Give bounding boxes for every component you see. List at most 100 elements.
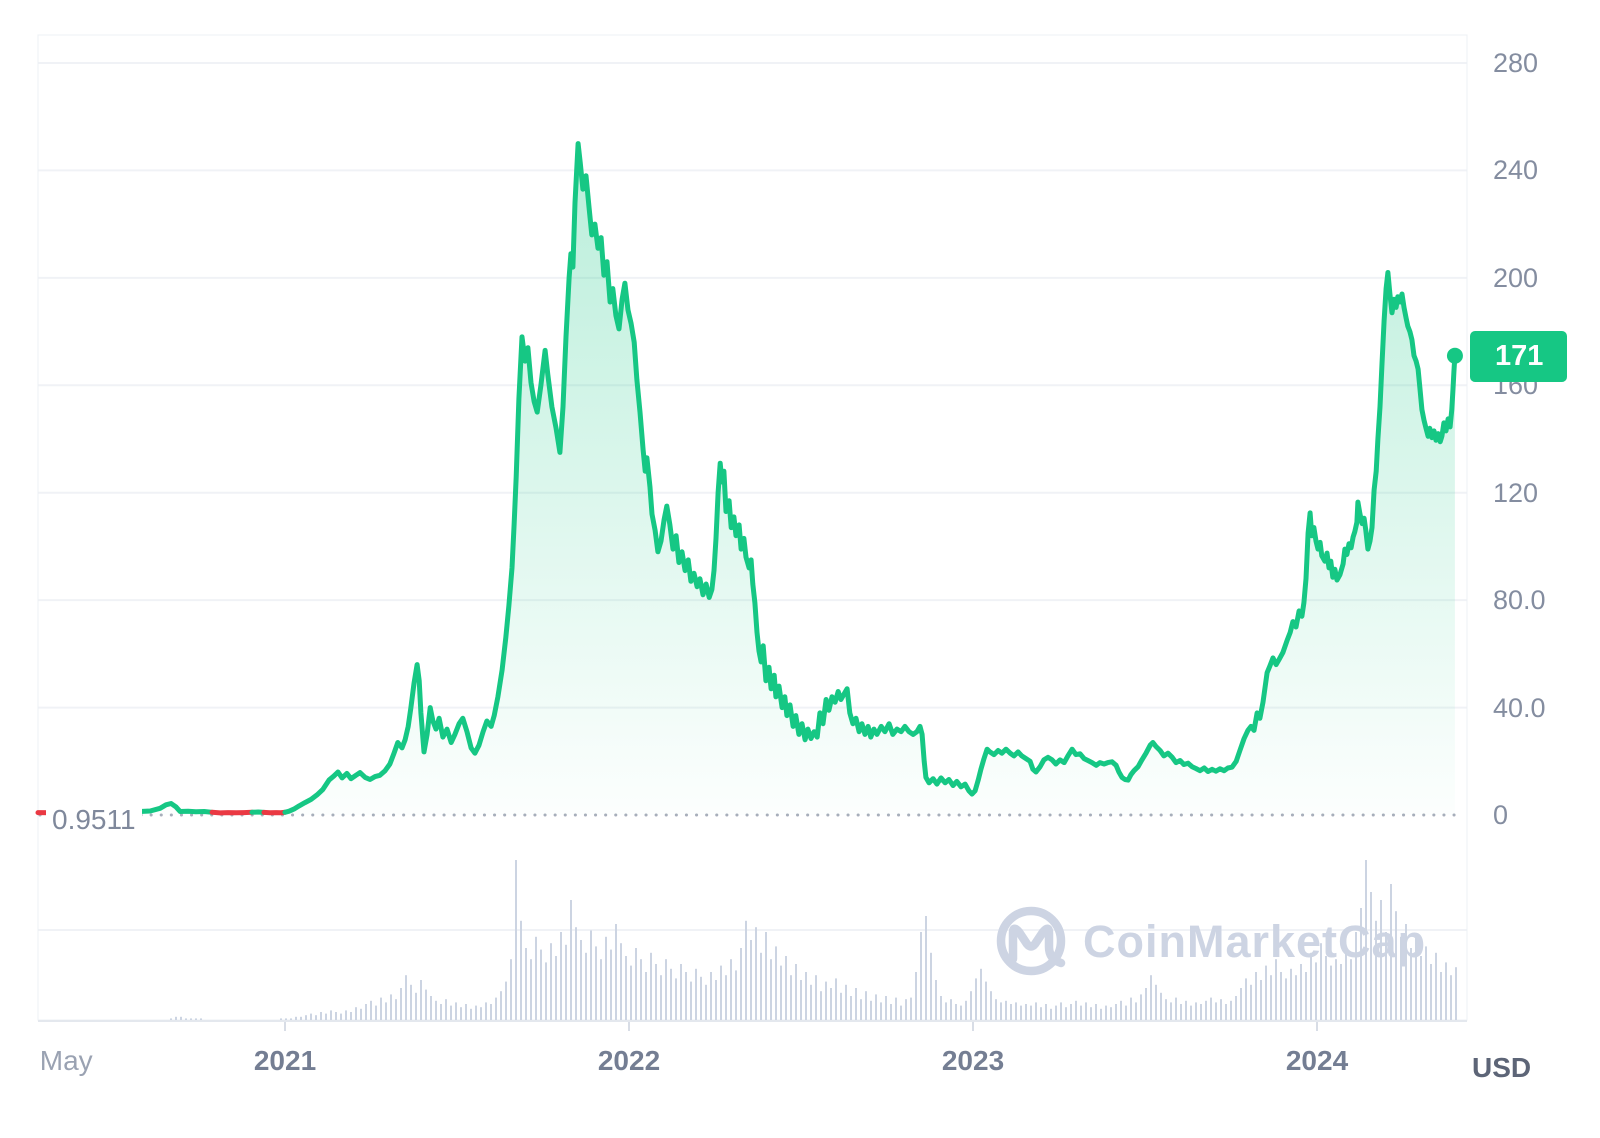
volume-bar (525, 948, 527, 1020)
volume-bar (180, 1016, 182, 1020)
volume-bar (325, 1013, 327, 1020)
volume-bar (790, 975, 792, 1020)
volume-bar (570, 900, 572, 1020)
volume-bar (1005, 1000, 1007, 1020)
volume-bar (535, 936, 537, 1020)
volume-bar (935, 980, 937, 1020)
volume-bar (805, 972, 807, 1020)
volume-bar (965, 1000, 967, 1020)
volume-bar (1230, 1000, 1232, 1020)
volume-bar (885, 996, 887, 1020)
volume-bar (710, 972, 712, 1020)
volume-bar (1400, 936, 1402, 1020)
volume-bar (515, 860, 517, 1020)
volume-bar (330, 1010, 332, 1020)
volume-bar (815, 975, 817, 1020)
volume-bar (1420, 956, 1422, 1020)
current-price-dot (1446, 347, 1463, 364)
volume-bar (1250, 984, 1252, 1020)
volume-bar (430, 996, 432, 1020)
x-tick-label: 2021 (253, 1045, 317, 1076)
volume-bar (1200, 1004, 1202, 1020)
volume-bar (1080, 1005, 1082, 1020)
volume-bar (340, 1013, 342, 1020)
volume-bar (975, 978, 977, 1020)
volume-bar (1210, 997, 1212, 1020)
volume-bar (1000, 1002, 1002, 1020)
volume-bar (280, 1018, 282, 1020)
volume-bar (1180, 1004, 1182, 1020)
volume-bar (730, 959, 732, 1020)
volume-bar (1445, 962, 1447, 1020)
volume-bar (810, 984, 812, 1020)
volume-bar (895, 997, 897, 1020)
volume-bar (495, 997, 497, 1020)
volume-bar (910, 997, 912, 1020)
volume-bar (440, 1004, 442, 1020)
volume-bar (830, 988, 832, 1020)
volume-bar (1365, 860, 1367, 1020)
volume-bar (1070, 1004, 1072, 1020)
volume-bar (785, 956, 787, 1020)
volume-bar (1170, 1002, 1172, 1020)
volume-bar (890, 1004, 892, 1020)
volume-bar (1370, 892, 1372, 1020)
volume-bar (755, 927, 757, 1020)
volume-bar (565, 944, 567, 1020)
x-tick-label: 2022 (597, 1045, 661, 1076)
volume-bar (1085, 1002, 1087, 1020)
volume-bar (835, 978, 837, 1020)
volume-bar (690, 981, 692, 1020)
volume-bar (585, 952, 587, 1020)
volume-bar (1160, 992, 1162, 1020)
volume-bar (950, 999, 952, 1020)
volume-bar (1065, 1007, 1067, 1020)
volume-bar (170, 1018, 172, 1020)
volume-bar (720, 965, 722, 1020)
volume-bar (1290, 968, 1292, 1020)
volume-bar (850, 996, 852, 1020)
volume-bar (615, 924, 617, 1020)
volume-bar (1030, 1005, 1032, 1020)
volume-bar (1205, 1000, 1207, 1020)
volume-bar (460, 1007, 462, 1020)
volume-bar (320, 1012, 322, 1020)
volume-bar (185, 1018, 187, 1020)
volume-bar (1305, 972, 1307, 1020)
volume-bar (1115, 1004, 1117, 1020)
volume-bar (1355, 932, 1357, 1020)
volume-bar (410, 984, 412, 1020)
chart-plot-area[interactable] (38, 35, 1467, 1020)
volume-bar (640, 959, 642, 1020)
volume-bar (1060, 1002, 1062, 1020)
volume-bar (1130, 997, 1132, 1020)
volume-bar (200, 1018, 202, 1020)
volume-bar (735, 970, 737, 1020)
volume-bar (680, 964, 682, 1020)
currency-label: USD (1472, 1052, 1532, 1083)
volume-bar (1320, 943, 1322, 1020)
volume-bar (1275, 959, 1277, 1020)
volume-bar (360, 1008, 362, 1020)
volume-bar (930, 952, 932, 1020)
volume-bar (500, 991, 502, 1020)
volume-bar (485, 1002, 487, 1020)
current-price-badge: 171 (1470, 331, 1567, 382)
volume-bar (415, 992, 417, 1020)
volume-bar (390, 994, 392, 1020)
volume-bar (405, 975, 407, 1020)
volume-bar (750, 940, 752, 1020)
volume-bar (980, 968, 982, 1020)
volume-bar (445, 999, 447, 1020)
volume-bar (295, 1016, 297, 1020)
volume-bar (685, 972, 687, 1020)
volume-bar (1125, 1005, 1127, 1020)
volume-bar (1055, 1005, 1057, 1020)
volume-bar (1325, 956, 1327, 1020)
volume-bar (1105, 1005, 1107, 1020)
volume-bar (1120, 1000, 1122, 1020)
volume-bar (1245, 978, 1247, 1020)
volume-bar (770, 959, 772, 1020)
volume-bar (905, 999, 907, 1020)
